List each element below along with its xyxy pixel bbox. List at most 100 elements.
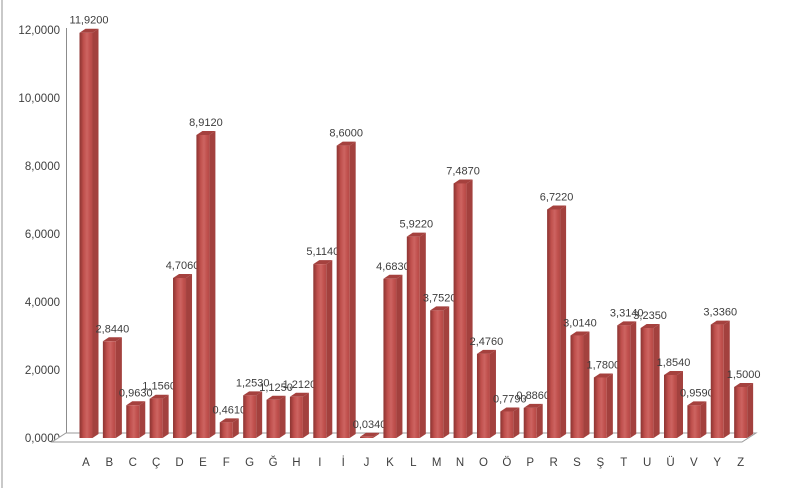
bar-front-face	[476, 353, 490, 438]
bar-top-face	[126, 401, 146, 406]
category-label: C	[129, 457, 137, 469]
value-label: 2,4760	[470, 336, 504, 348]
bar-İ[interactable]: 8,6000 İ	[329, 128, 363, 469]
bar-top-face	[710, 320, 730, 325]
bar-front-face	[500, 411, 514, 438]
bar-top-face	[336, 141, 356, 146]
bar-front-face	[79, 32, 93, 438]
bar-front-face	[664, 374, 677, 438]
value-label: 0,9630	[119, 387, 153, 399]
bar-side-face	[349, 141, 356, 438]
bar-side-face	[256, 391, 263, 438]
bar-J[interactable]: 0,0340 J	[353, 419, 387, 469]
value-label: 0,4610	[212, 404, 246, 416]
bar-side-face	[326, 260, 333, 438]
bar-front-face	[173, 277, 187, 438]
bar-U[interactable]: 3,2350 U	[633, 310, 667, 469]
category-label: M	[432, 457, 442, 469]
bar-Ğ[interactable]: 1,1250 Ğ	[259, 382, 293, 469]
bar-Ş[interactable]: 1,7800 Ş	[587, 359, 621, 469]
bar-front-face	[593, 377, 607, 438]
bar-top-face	[640, 324, 660, 329]
bar-N[interactable]: 7,4870 N	[446, 165, 480, 469]
bar-front-face	[430, 310, 444, 438]
value-label: 4,6830	[376, 261, 410, 273]
bar-top-face	[453, 179, 473, 184]
bar-G[interactable]: 1,2530 G	[236, 377, 270, 469]
bar-side-face	[209, 130, 216, 438]
bar-P[interactable]: 0,8860 P	[516, 390, 550, 469]
bar-front-face	[406, 236, 420, 438]
category-label: T	[620, 457, 627, 469]
bar-side-face	[513, 407, 520, 438]
bar-K[interactable]: 4,6830 K	[376, 261, 410, 469]
category-label: J	[364, 457, 370, 469]
bar-B[interactable]: 2,8440 B	[96, 323, 130, 469]
value-label: 1,7800	[587, 359, 621, 371]
category-label: B	[106, 457, 114, 469]
bar-side-face	[139, 401, 146, 438]
bar-side-face	[232, 418, 239, 438]
category-label: İ	[342, 456, 345, 469]
bar-front-face	[547, 209, 561, 438]
bar-side-face	[700, 401, 707, 438]
bar-front-face	[102, 341, 116, 438]
bar-side-face	[162, 394, 169, 438]
bar-T[interactable]: 3,3140 T	[610, 307, 644, 469]
bar-front-face	[523, 407, 537, 438]
bar-H[interactable]: 1,2120 H	[283, 379, 317, 469]
bar-Ü[interactable]: 1,8540 Ü	[657, 357, 691, 469]
bar-front-face	[149, 398, 163, 438]
bar-top-face	[687, 401, 707, 406]
bar-I[interactable]: 5,1140 I	[306, 246, 339, 469]
category-label: Y	[713, 457, 721, 469]
value-label: 1,5000	[727, 369, 761, 381]
bar-top-face	[734, 383, 754, 387]
bar-front-face	[336, 145, 350, 438]
value-label: 3,3140	[610, 307, 644, 319]
bar-top-face	[266, 395, 286, 400]
bar-side-face	[606, 373, 613, 438]
bar-Z[interactable]: 1,5000 Z	[727, 369, 761, 469]
bar-D[interactable]: 4,7060 D	[166, 260, 200, 469]
bar-front-face	[313, 264, 327, 438]
value-label: 4,7060	[166, 260, 200, 272]
bar-top-face	[102, 337, 122, 342]
bar-Ö[interactable]: 0,7790 Ö	[493, 394, 527, 469]
bar-L[interactable]: 5,9220 L	[399, 219, 433, 469]
bar-front-face	[360, 436, 374, 438]
bar-front-face	[383, 278, 397, 438]
bar-side-face	[583, 331, 590, 438]
bar-A[interactable]: 11,9200 A	[70, 15, 109, 469]
bar-side-face	[677, 370, 683, 438]
bar-E[interactable]: 8,9120 E	[189, 117, 223, 469]
bar-F[interactable]: 0,4610 F	[212, 404, 246, 469]
bar-front-face	[453, 183, 467, 438]
bar-side-face	[536, 403, 543, 438]
bar-R[interactable]: 6,7220 R	[540, 191, 574, 469]
category-label: Z	[737, 457, 744, 469]
bar-O[interactable]: 2,4760 O	[470, 336, 504, 469]
bar-top-face	[570, 331, 590, 336]
bar-M[interactable]: 3,7520 M	[423, 292, 457, 469]
y-tick-label: 10,0000	[18, 93, 60, 105]
bar-side-face	[396, 274, 403, 438]
window-left-border	[1, 0, 3, 488]
bar-Ç[interactable]: 1,1560 Ç	[142, 381, 176, 469]
bar-C[interactable]: 0,9630 C	[119, 387, 153, 469]
bar-Y[interactable]: 3,3360 Y	[703, 307, 737, 469]
bar-side-face	[560, 205, 567, 438]
category-label: R	[549, 457, 557, 469]
category-label: Ü	[666, 457, 674, 469]
bar-top-face	[79, 28, 99, 33]
bar-S[interactable]: 3,0140 S	[563, 318, 597, 469]
bar-front-face	[640, 328, 654, 438]
bar-V[interactable]: 0,9590 V	[680, 387, 714, 469]
value-label: 3,7520	[423, 292, 457, 304]
bar-side-face	[489, 349, 496, 438]
value-label: 1,2120	[283, 379, 317, 391]
bar-side-face	[279, 395, 286, 438]
bar-front-face	[243, 395, 257, 438]
value-label: 1,1250	[259, 382, 293, 394]
